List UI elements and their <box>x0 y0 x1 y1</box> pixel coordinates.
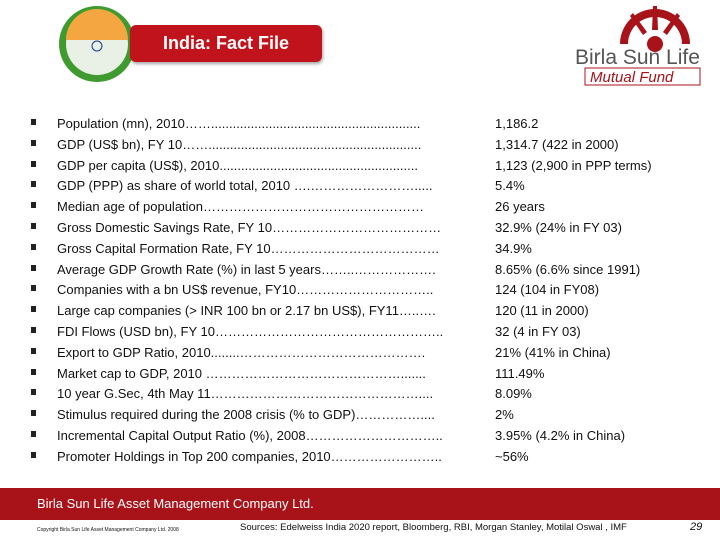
footer-band: Birla Sun Life Asset Management Company … <box>0 488 720 520</box>
fact-label: Export to GDP Ratio, 2010........…………………… <box>57 344 426 360</box>
fact-row: FDI Flows (USD bn), FY 10………………………………………… <box>0 322 720 342</box>
fact-row: Stimulus required during the 2008 crisis… <box>0 405 720 425</box>
fact-label: Average GDP Growth Rate (%) in last 5 ye… <box>57 261 436 277</box>
bullet <box>31 285 36 292</box>
fact-row: Average GDP Growth Rate (%) in last 5 ye… <box>0 260 720 280</box>
copyright: Copyright Birla Sun Life Asset Managemen… <box>37 527 179 533</box>
bullet <box>31 306 36 313</box>
bullet <box>31 431 36 437</box>
flag-saffron <box>66 9 128 40</box>
fact-label: Population (mn), 2010…….................… <box>57 116 421 131</box>
fact-label: GDP (PPP) as share of world total, 2010 … <box>57 178 433 194</box>
fact-value: 111.49% <box>495 365 545 381</box>
bullet <box>31 119 36 125</box>
logo-tagline: Mutual Fund <box>590 69 674 86</box>
fact-label: GDP (US$ bn), FY 10……...................… <box>57 136 422 152</box>
fact-value: 34.9% <box>495 240 532 256</box>
bullet <box>31 139 36 146</box>
fact-row: Median age of population…………………………………………… <box>0 197 720 217</box>
fact-label: FDI Flows (USD bn), FY 10………………………………………… <box>57 324 444 339</box>
bullet <box>31 243 36 250</box>
fact-row: GDP (PPP) as share of world total, 2010 … <box>0 176 720 196</box>
header-graphics: Birla Sun Life Mutual Fund <box>59 6 701 86</box>
fact-row: Promoter Holdings in Top 200 companies, … <box>0 447 720 467</box>
title-box: India: Fact File <box>130 25 322 62</box>
fact-value: 1,123 (2,900 in PPP terms) <box>495 157 652 173</box>
fact-row: Gross Capital Formation Rate, FY 10……………… <box>0 239 720 259</box>
fact-value: 124 (104 in FY08) <box>495 282 600 298</box>
fact-row: GDP per capita (US$), 2010..............… <box>0 156 720 176</box>
logo-name: Birla Sun Life <box>575 46 700 69</box>
fact-label: 10 year G.Sec, 4th May 11………………………………………… <box>57 386 434 402</box>
bullet <box>31 410 36 417</box>
fact-value: 21% (41% in China) <box>495 344 611 360</box>
bullet <box>31 327 36 333</box>
bullet <box>31 160 36 167</box>
fact-value: 120 (11 in 2000) <box>495 303 589 319</box>
fact-label: Stimulus required during the 2008 crisis… <box>57 407 435 423</box>
fact-label: Promoter Holdings in Top 200 companies, … <box>57 448 442 464</box>
fact-value: 3.95% (4.2% in China) <box>495 428 626 443</box>
fact-label: Median age of population…………………………………………… <box>57 199 425 215</box>
fact-value: 32.9% (24% in FY 03) <box>495 220 622 235</box>
bullet <box>31 451 36 458</box>
fact-row: Population (mn), 2010…….................… <box>0 114 720 134</box>
bullet <box>31 181 36 188</box>
fact-label: Market cap to GDP, 2010 ……………………………………….… <box>57 365 426 381</box>
bullet <box>31 368 36 375</box>
bullet <box>31 223 36 229</box>
fact-row: Market cap to GDP, 2010 ……………………………………….… <box>0 364 720 384</box>
fact-value: 1,186.2 <box>495 116 539 131</box>
fact-row: Export to GDP Ratio, 2010........…………………… <box>0 343 720 363</box>
fact-row: Companies with a bn US$ revenue, FY10………… <box>0 280 720 300</box>
bullet <box>31 264 36 271</box>
fact-label: Gross Capital Formation Rate, FY 10……………… <box>57 240 440 256</box>
fact-row: GDP (US$ bn), FY 10……...................… <box>0 135 720 155</box>
fact-value: 8.09% <box>495 386 532 402</box>
fact-value: 2% <box>495 407 514 423</box>
fact-label: Companies with a bn US$ revenue, FY10………… <box>57 282 434 298</box>
bullet <box>31 202 36 209</box>
fact-value: 5.4% <box>495 178 525 194</box>
page-number: 29 <box>690 521 703 533</box>
bullet <box>31 389 36 396</box>
fact-row: 10 year G.Sec, 4th May 11………………………………………… <box>0 384 720 404</box>
logo-tagline-box <box>584 67 701 86</box>
fact-value: 26 years <box>495 199 545 215</box>
slide-title: India: Fact File <box>162 33 290 53</box>
fact-label: Gross Domestic Savings Rate, FY 10………………… <box>57 220 442 235</box>
logo-sun <box>620 6 690 52</box>
flag-chakra <box>91 40 103 52</box>
fact-row: Large cap companies (> INR 100 bn or 2.1… <box>0 301 720 321</box>
fact-value: 1,314.7 (422 in 2000) <box>495 136 619 152</box>
fact-label: Large cap companies (> INR 100 bn or 2.1… <box>57 303 436 319</box>
fact-label: GDP per capita (US$), 2010..............… <box>57 157 418 173</box>
bullet <box>31 347 36 354</box>
fact-row: Incremental Capital Output Ratio (%), 20… <box>0 426 720 446</box>
fact-value: ~56% <box>495 448 529 464</box>
fact-label: Incremental Capital Output Ratio (%), 20… <box>57 428 443 443</box>
sources: Sources: Edelweiss India 2020 report, Bl… <box>240 522 627 533</box>
footer-company: Birla Sun Life Asset Management Company … <box>37 496 314 511</box>
fact-row: Gross Domestic Savings Rate, FY 10………………… <box>0 218 720 238</box>
fact-value: 32 (4 in FY 03) <box>495 324 581 339</box>
fact-value: 8.65% (6.6% since 1991) <box>495 261 641 277</box>
